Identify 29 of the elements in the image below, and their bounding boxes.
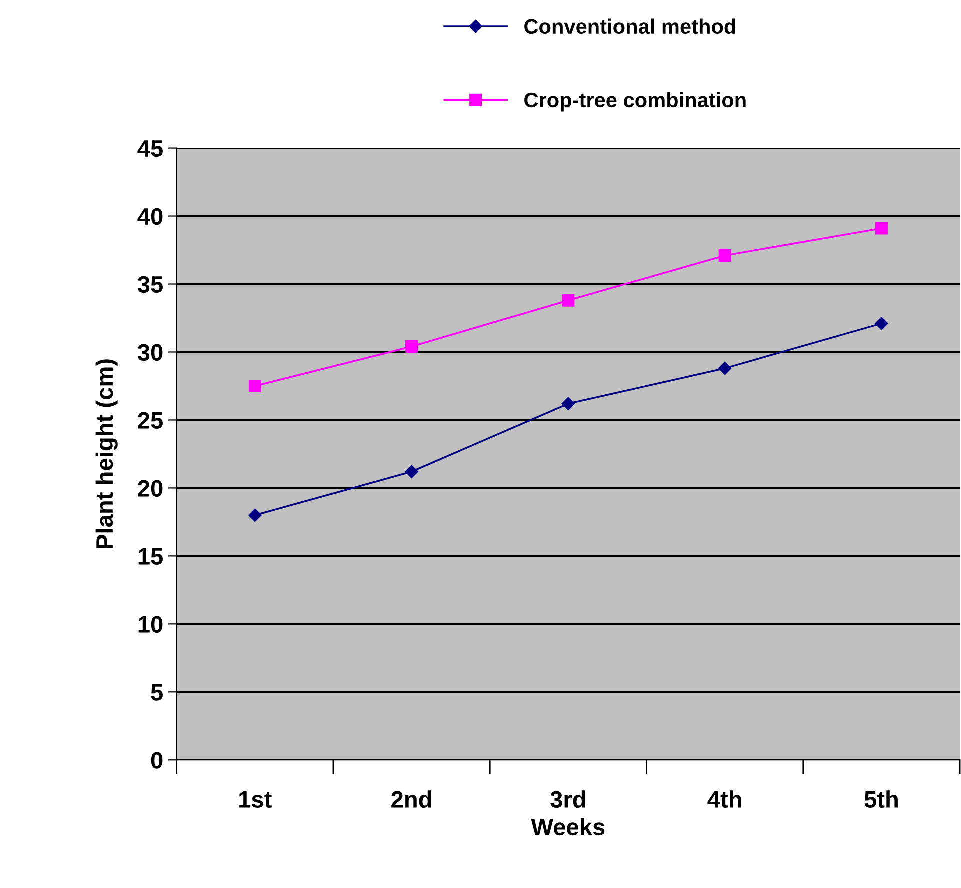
y-tick-label: 5	[151, 684, 163, 701]
x-axis-title: Weeks	[531, 818, 605, 836]
point	[718, 249, 732, 262]
y-tick-label: 10	[138, 616, 163, 633]
x-tick-label: 3rd	[550, 790, 586, 808]
point	[562, 397, 576, 410]
y-axis-title: Plant height (cm)	[96, 360, 118, 548]
point	[248, 508, 262, 522]
y-tick-label: 0	[151, 752, 163, 769]
x-tick-label: 5th	[864, 790, 898, 808]
point	[875, 222, 888, 235]
x-tick-label: 1st	[240, 792, 272, 808]
y-tick-label: 20	[138, 480, 163, 497]
y-tick-label: 35	[138, 276, 163, 294]
point	[875, 317, 888, 330]
y-tick-label: 30	[138, 344, 163, 362]
legend-label: Conventional method	[524, 18, 736, 34]
y-tick-label: 15	[138, 548, 163, 565]
legend-label: Crop-tree combination	[524, 92, 746, 112]
point	[405, 465, 418, 478]
x-tick-label: 4th	[708, 790, 742, 808]
point	[718, 362, 732, 376]
point	[562, 294, 575, 307]
y-tick-label: 40	[138, 208, 163, 226]
y-tick-label: 45	[138, 140, 163, 158]
point	[406, 340, 418, 354]
point	[248, 380, 262, 392]
x-tick-label: 2nd	[392, 790, 432, 808]
y-tick-label: 25	[138, 412, 163, 430]
